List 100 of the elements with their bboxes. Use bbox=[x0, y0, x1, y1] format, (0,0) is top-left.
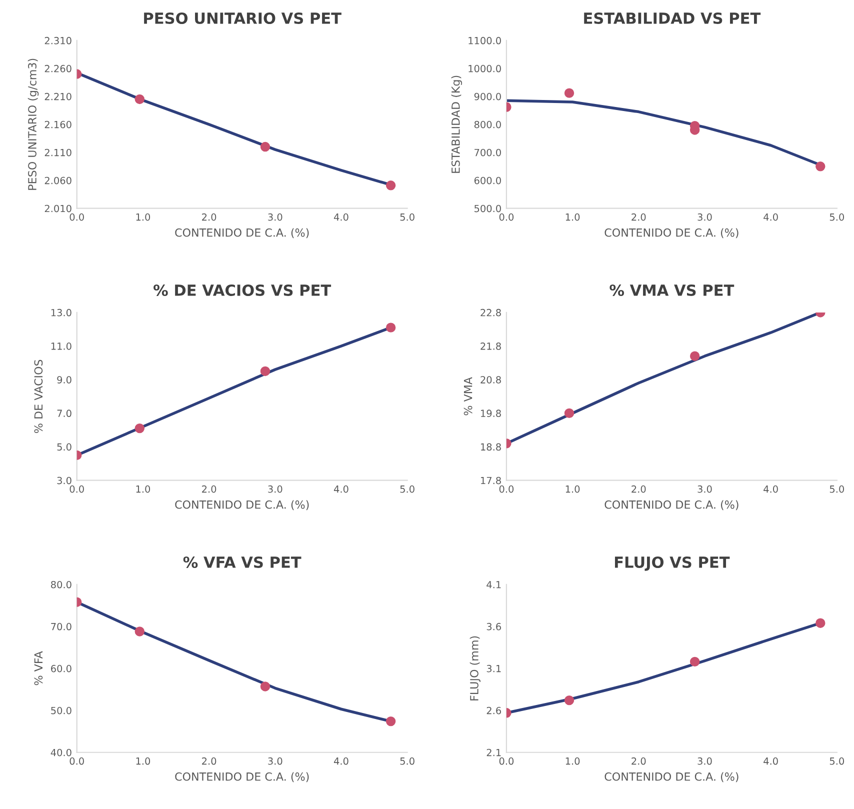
x-tick-label: 1.0 bbox=[566, 213, 580, 221]
chart-title: PESO UNITARIO VS PET bbox=[144, 12, 342, 24]
x-tick-label: 2.0 bbox=[202, 485, 216, 493]
x-tick-label: 0.0 bbox=[70, 757, 84, 765]
point bbox=[690, 351, 700, 361]
y-tick-label: 2.210 bbox=[44, 92, 72, 100]
point bbox=[386, 322, 396, 332]
y-tick-label: 2.6 bbox=[486, 706, 501, 714]
point bbox=[816, 162, 826, 172]
x-tick-label: 5.0 bbox=[400, 213, 414, 221]
y-tick-label: 11.0 bbox=[51, 342, 72, 350]
x-tick-label: 2.0 bbox=[202, 757, 216, 765]
point bbox=[816, 618, 826, 628]
x-tick-label: 5.0 bbox=[830, 213, 844, 221]
y-tick-label: 18.8 bbox=[481, 443, 501, 451]
point bbox=[134, 423, 145, 434]
x-tick-label: 1.0 bbox=[136, 213, 150, 221]
x-tick-label: 3.0 bbox=[698, 757, 712, 765]
y-tick-label: 700.0 bbox=[474, 148, 501, 156]
y-tick-label: 1100.0 bbox=[468, 36, 501, 44]
point bbox=[564, 88, 574, 98]
x-tick-label: 4.0 bbox=[334, 757, 348, 765]
y-axis-title: ESTABILIDAD (Kg) bbox=[451, 76, 462, 173]
chart-title: % VMA VS PET bbox=[610, 284, 734, 296]
x-tick-label: 1.0 bbox=[136, 757, 150, 765]
x-tick-label: 3.0 bbox=[268, 213, 282, 221]
y-tick-label: 2.310 bbox=[44, 36, 72, 44]
x-tick-label: 1.0 bbox=[136, 485, 150, 493]
x-tick-label: 5.0 bbox=[830, 485, 844, 493]
x-tick-label: 1.0 bbox=[566, 485, 580, 493]
point bbox=[260, 366, 270, 376]
point bbox=[690, 656, 700, 667]
chart-title: FLUJO VS PET bbox=[614, 556, 730, 571]
x-tick-label: 2.0 bbox=[632, 757, 646, 765]
x-tick-label: 3.0 bbox=[268, 757, 282, 765]
x-tick-label: 0.0 bbox=[499, 485, 514, 493]
x-axis-title: CONTENIDO DE C.A. (%) bbox=[604, 228, 738, 238]
y-tick-label: 2.260 bbox=[44, 64, 72, 72]
y-tick-label: 800.0 bbox=[474, 120, 501, 128]
point bbox=[564, 695, 574, 706]
y-tick-label: 900.0 bbox=[474, 92, 501, 100]
y-tick-label: 2.1 bbox=[486, 748, 501, 756]
y-tick-label: 7.0 bbox=[57, 410, 72, 418]
y-axis-title: % VMA bbox=[464, 377, 472, 416]
y-axis-title: PESO UNITARIO (g/cm3) bbox=[28, 58, 39, 190]
point bbox=[386, 180, 396, 190]
y-tick-label: 22.8 bbox=[480, 308, 501, 316]
y-tick-label: 3.6 bbox=[486, 622, 501, 630]
x-tick-label: 5.0 bbox=[400, 757, 414, 765]
x-tick-label: 3.0 bbox=[698, 485, 712, 493]
y-tick-label: 70.0 bbox=[51, 622, 72, 630]
x-tick-label: 5.0 bbox=[830, 757, 844, 765]
y-tick-label: 1000.0 bbox=[468, 64, 501, 72]
x-axis-title: CONTENIDO DE C.A. (%) bbox=[175, 500, 309, 510]
y-tick-label: 19.8 bbox=[481, 410, 501, 418]
y-tick-label: 21.8 bbox=[480, 342, 501, 350]
y-tick-label: 40.0 bbox=[50, 748, 72, 756]
x-tick-label: 2.0 bbox=[632, 213, 646, 221]
x-tick-label: 0.0 bbox=[70, 485, 84, 493]
x-axis-title: CONTENIDO DE C.A. (%) bbox=[604, 772, 738, 782]
x-axis-title: CONTENIDO DE C.A. (%) bbox=[175, 772, 309, 782]
x-axis-title: CONTENIDO DE C.A. (%) bbox=[604, 500, 738, 510]
chart-title: % VFA VS PET bbox=[183, 556, 302, 568]
point bbox=[386, 716, 396, 726]
y-tick-label: 13.0 bbox=[51, 308, 72, 316]
y-tick-label: 2.160 bbox=[44, 120, 72, 128]
y-tick-label: 17.8 bbox=[481, 476, 501, 484]
x-tick-label: 4.0 bbox=[334, 485, 348, 493]
x-tick-label: 1.0 bbox=[566, 757, 580, 765]
point bbox=[260, 682, 270, 692]
chart-title: % DE VACIOS VS PET bbox=[154, 284, 332, 296]
y-tick-label: 20.8 bbox=[480, 376, 501, 384]
y-tick-label: 9.0 bbox=[57, 376, 72, 384]
point bbox=[260, 142, 270, 152]
x-tick-label: 4.0 bbox=[764, 485, 778, 493]
y-tick-label: 3.1 bbox=[486, 664, 501, 672]
x-tick-label: 2.0 bbox=[632, 485, 646, 493]
y-tick-label: 60.0 bbox=[51, 664, 72, 672]
x-tick-label: 4.0 bbox=[764, 757, 778, 765]
x-axis-title: CONTENIDO DE C.A. (%) bbox=[175, 228, 309, 238]
x-tick-label: 5.0 bbox=[400, 485, 414, 493]
y-axis-title: % DE VACIOS bbox=[34, 360, 43, 433]
y-tick-label: 2.110 bbox=[44, 148, 72, 156]
y-tick-label: 4.1 bbox=[486, 581, 501, 588]
point bbox=[134, 626, 145, 636]
x-tick-label: 0.0 bbox=[70, 213, 84, 221]
y-tick-label: 50.0 bbox=[51, 706, 72, 714]
y-tick-label: 600.0 bbox=[474, 176, 501, 184]
x-tick-label: 0.0 bbox=[499, 213, 514, 221]
y-axis-title: FLUJO (mm) bbox=[470, 636, 480, 700]
point bbox=[564, 408, 574, 418]
x-tick-label: 3.0 bbox=[268, 485, 282, 493]
point bbox=[134, 94, 145, 104]
y-tick-label: 80.0 bbox=[51, 580, 72, 588]
x-tick-label: 0.0 bbox=[499, 757, 514, 765]
chart-title: ESTABILIDAD VS PET bbox=[584, 12, 761, 24]
x-tick-label: 2.0 bbox=[202, 213, 216, 221]
y-axis-title: % VFA bbox=[34, 651, 43, 686]
x-tick-label: 3.0 bbox=[698, 213, 712, 221]
x-tick-label: 4.0 bbox=[764, 213, 778, 221]
